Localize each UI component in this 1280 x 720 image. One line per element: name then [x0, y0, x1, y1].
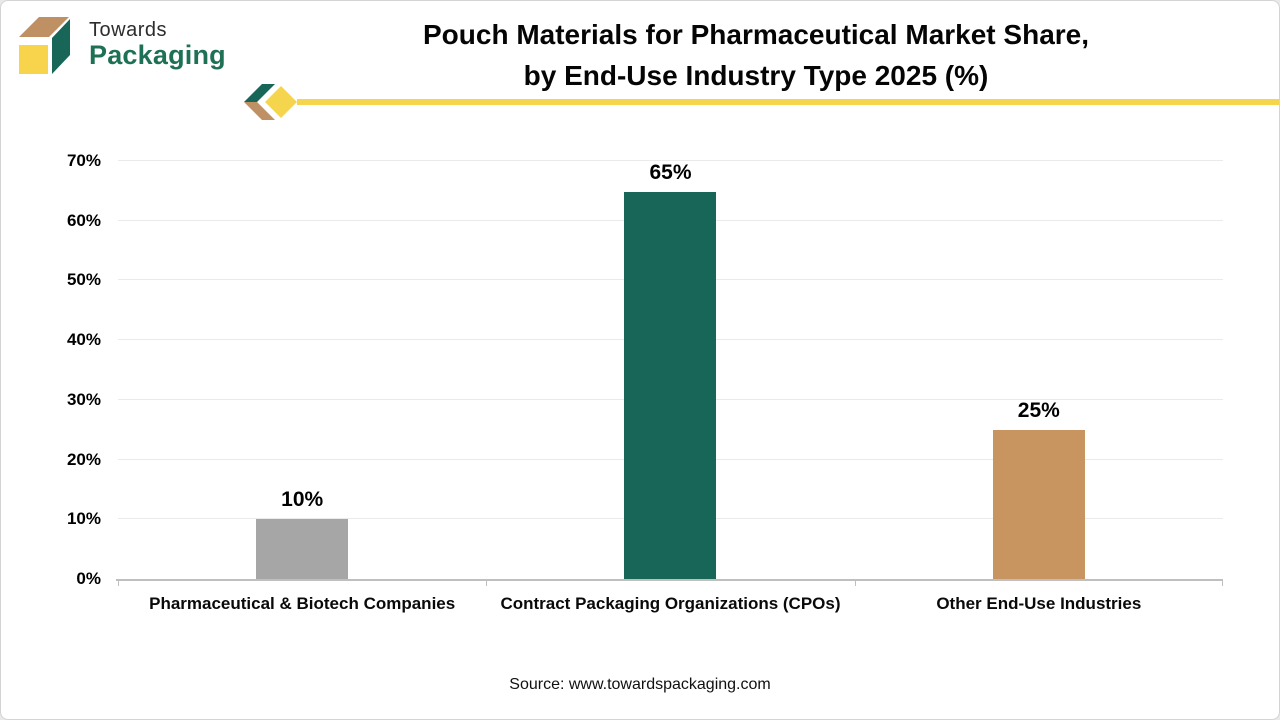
y-tick-label: 0% [76, 569, 101, 588]
chart-title: Pouch Materials for Pharmaceutical Marke… [301, 14, 1211, 96]
chart-title-line1: Pouch Materials for Pharmaceutical Marke… [422, 19, 1090, 50]
bar [992, 429, 1085, 579]
bar-group: 65% [486, 161, 854, 579]
x-tick [1222, 581, 1223, 586]
bar [256, 519, 349, 579]
cube-logo-icon [19, 17, 70, 74]
category-label: Pharmaceutical & Biotech Companies [149, 594, 456, 613]
bar-value-label: 10% [281, 488, 324, 512]
bar-value-label: 65% [649, 161, 692, 184]
y-tick-label: 60% [66, 210, 101, 230]
brand-logo-text: Towards Packaging [89, 19, 226, 71]
x-axis-line [116, 579, 1223, 581]
chevron-diamond-icon [244, 84, 297, 120]
bar [624, 192, 717, 579]
x-tick [854, 581, 856, 586]
y-axis-labels: 0% 10% 20% 30% 40% 50% 60% 70% [29, 151, 101, 588]
x-axis-category-labels: Pharmaceutical & Biotech Companies Contr… [118, 594, 1223, 614]
brand-name-line2: Packaging [89, 40, 226, 70]
bar-group: 25% [855, 161, 1223, 579]
bar-value-label: 25% [1017, 398, 1060, 422]
y-tick-label: 40% [66, 330, 101, 350]
y-tick-label: 70% [66, 151, 101, 170]
y-tick-label: 50% [66, 270, 101, 290]
brand-name-line1: Towards [89, 19, 167, 41]
y-tick-label: 10% [66, 509, 101, 529]
plot-area: 65% 25% 10% [118, 160, 1223, 579]
category-label: Other End-Use Industries [936, 594, 1142, 613]
x-ticks [118, 581, 1223, 587]
x-tick [118, 581, 119, 586]
y-tick-label: 30% [66, 389, 101, 409]
chart-title-line2: by End-Use Industry Type 2025 (%) [523, 60, 989, 91]
bar-group: 10% [118, 161, 486, 579]
gridline [118, 160, 1223, 161]
x-tick [486, 581, 488, 586]
category-label: Contract Packaging Organizations (CPOs) [500, 594, 841, 613]
title-underline-rule [297, 99, 1279, 105]
brand-logo: Towards Packaging [15, 13, 226, 79]
source-note: Source: www.towardspackaging.com [509, 676, 771, 693]
y-tick-label: 20% [66, 449, 101, 469]
